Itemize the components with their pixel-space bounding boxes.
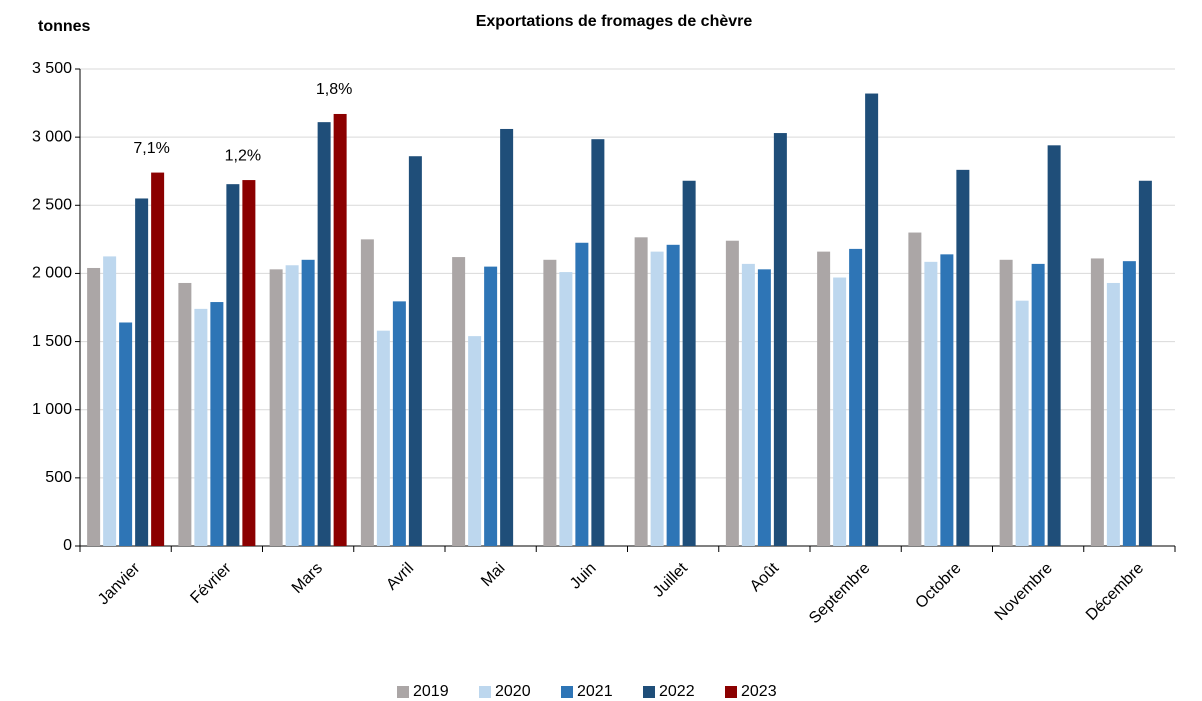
legend-label: 2023 (741, 683, 777, 700)
bar (924, 261, 938, 546)
bar (269, 269, 283, 546)
x-tick-label: Juillet (650, 559, 691, 600)
bar (500, 128, 514, 547)
x-tick-label: Février (187, 559, 235, 607)
legend-label: 2022 (659, 683, 695, 700)
x-tick-label: Juin (567, 560, 600, 593)
y-tick-label: 2 000 (32, 265, 72, 282)
bar (757, 269, 771, 546)
bar (408, 156, 422, 547)
bar (940, 254, 954, 546)
x-tick-label: Octobre (912, 560, 964, 612)
legend-swatch (725, 686, 737, 698)
bar (1122, 261, 1136, 546)
bar (543, 259, 557, 546)
bar (908, 232, 922, 547)
bar (833, 277, 847, 546)
bar (1031, 263, 1045, 546)
bar (591, 139, 605, 547)
x-tick-label: Décembre (1083, 560, 1147, 624)
bar (151, 172, 165, 546)
bar (1138, 180, 1152, 547)
bar (1090, 258, 1104, 546)
legend-label: 2020 (495, 683, 531, 700)
y-tick-label: 500 (45, 469, 72, 486)
bar (741, 263, 755, 546)
bar (242, 180, 256, 546)
y-tick-label: 1 000 (32, 401, 72, 418)
bar (773, 133, 787, 546)
annotation: 7,1% (133, 140, 169, 157)
bar (392, 301, 406, 546)
bar (999, 259, 1013, 546)
bar (682, 180, 696, 547)
legend-swatch (479, 686, 491, 698)
legend-swatch (561, 686, 573, 698)
bar (1047, 145, 1061, 546)
bar (559, 272, 573, 546)
bar (634, 237, 648, 546)
bar (865, 93, 879, 546)
x-tick-label: Novembre (992, 560, 1056, 624)
bar (178, 282, 192, 546)
y-axis-label: tonnes (38, 18, 91, 35)
y-tick-label: 3 500 (32, 60, 72, 77)
bar (119, 322, 133, 546)
x-tick-label: Mai (478, 560, 508, 590)
bar (360, 239, 374, 546)
bar (849, 248, 863, 546)
bar (135, 198, 149, 546)
legend-label: 2019 (413, 683, 449, 700)
bar (226, 184, 240, 546)
bar (317, 122, 331, 546)
y-tick-label: 0 (63, 537, 72, 554)
bar (575, 242, 589, 546)
bar (956, 169, 970, 546)
bar (301, 259, 315, 546)
bar (817, 251, 831, 546)
annotation: 1,8% (316, 81, 352, 98)
legend-label: 2021 (577, 683, 613, 700)
bar (725, 240, 739, 546)
y-tick-label: 2 500 (32, 197, 72, 214)
x-tick-label: Janvier (95, 559, 144, 608)
bar (1015, 300, 1029, 546)
bar (210, 302, 224, 546)
bar (1106, 282, 1120, 546)
x-tick-label: Septembre (806, 560, 873, 627)
bar (333, 113, 347, 546)
chart-title: Exportations de fromages de chèvre (476, 13, 753, 30)
annotation: 1,2% (225, 147, 261, 164)
bar (650, 251, 664, 546)
bar (194, 308, 208, 546)
bar (376, 330, 390, 546)
bar (666, 244, 680, 546)
bar (484, 266, 498, 546)
x-tick-label: Août (747, 559, 783, 595)
bar (103, 256, 117, 546)
x-tick-label: Mars (289, 560, 326, 597)
legend-swatch (643, 686, 655, 698)
y-tick-label: 1 500 (32, 333, 72, 350)
bar (87, 267, 101, 546)
x-tick-label: Avril (383, 560, 417, 594)
y-tick-label: 3 000 (32, 128, 72, 145)
legend-swatch (397, 686, 409, 698)
bar (468, 336, 482, 546)
bar (452, 257, 466, 546)
bar (285, 265, 299, 546)
